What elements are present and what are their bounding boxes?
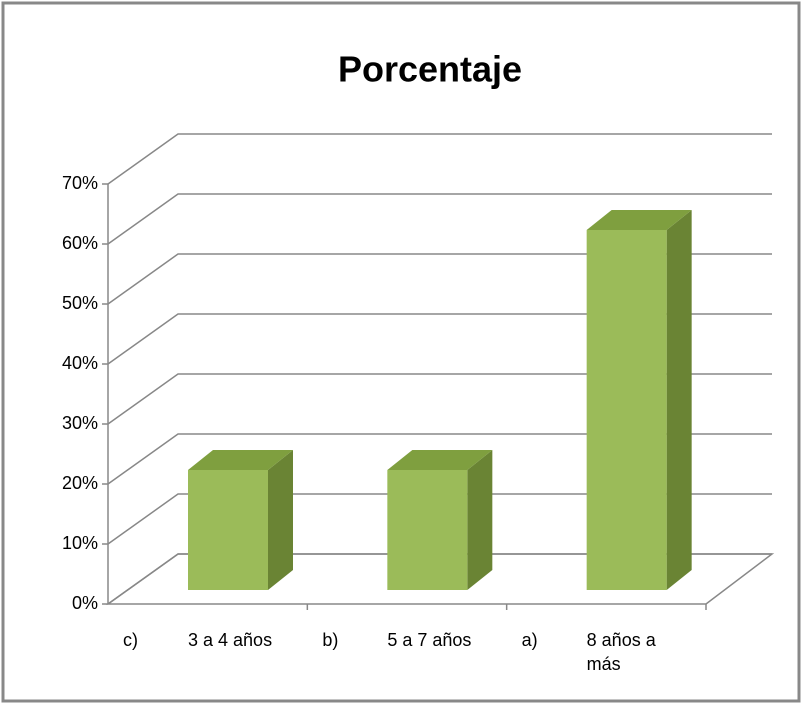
y-tick-label: 60% xyxy=(62,233,98,253)
category-prefix: a) xyxy=(521,630,538,650)
grid-line xyxy=(107,253,772,305)
grid-line xyxy=(107,133,772,185)
y-tick-label: 30% xyxy=(62,413,98,433)
chart-title: Porcentaje xyxy=(338,49,522,90)
grid-line xyxy=(107,373,772,425)
grid-line xyxy=(107,553,772,605)
grid-line xyxy=(107,313,772,365)
y-tick-label: 50% xyxy=(62,293,98,313)
grid-line xyxy=(107,193,772,245)
y-tick-label: 40% xyxy=(62,353,98,373)
y-tick-label: 0% xyxy=(72,593,98,613)
category-prefix: b) xyxy=(322,630,339,650)
grid-line xyxy=(107,433,772,485)
y-tick-label: 10% xyxy=(62,533,98,553)
bar xyxy=(188,470,268,590)
x-tick-label: 3 a 4 años xyxy=(188,630,273,650)
y-tick-label: 70% xyxy=(62,173,98,193)
bar-top xyxy=(188,450,293,470)
bar-top xyxy=(586,210,692,230)
x-tick-label: 8 años a más xyxy=(586,630,656,674)
bar-top xyxy=(387,450,493,470)
x-tick-label: 5 a 7 años xyxy=(387,630,472,650)
bar-side xyxy=(467,450,493,590)
grid-line xyxy=(107,493,772,545)
bar xyxy=(586,230,667,590)
y-tick-label: 20% xyxy=(62,473,98,493)
bar-side xyxy=(666,210,692,590)
bar xyxy=(387,470,468,590)
bar-side xyxy=(268,450,293,590)
category-prefix: c) xyxy=(123,630,138,650)
